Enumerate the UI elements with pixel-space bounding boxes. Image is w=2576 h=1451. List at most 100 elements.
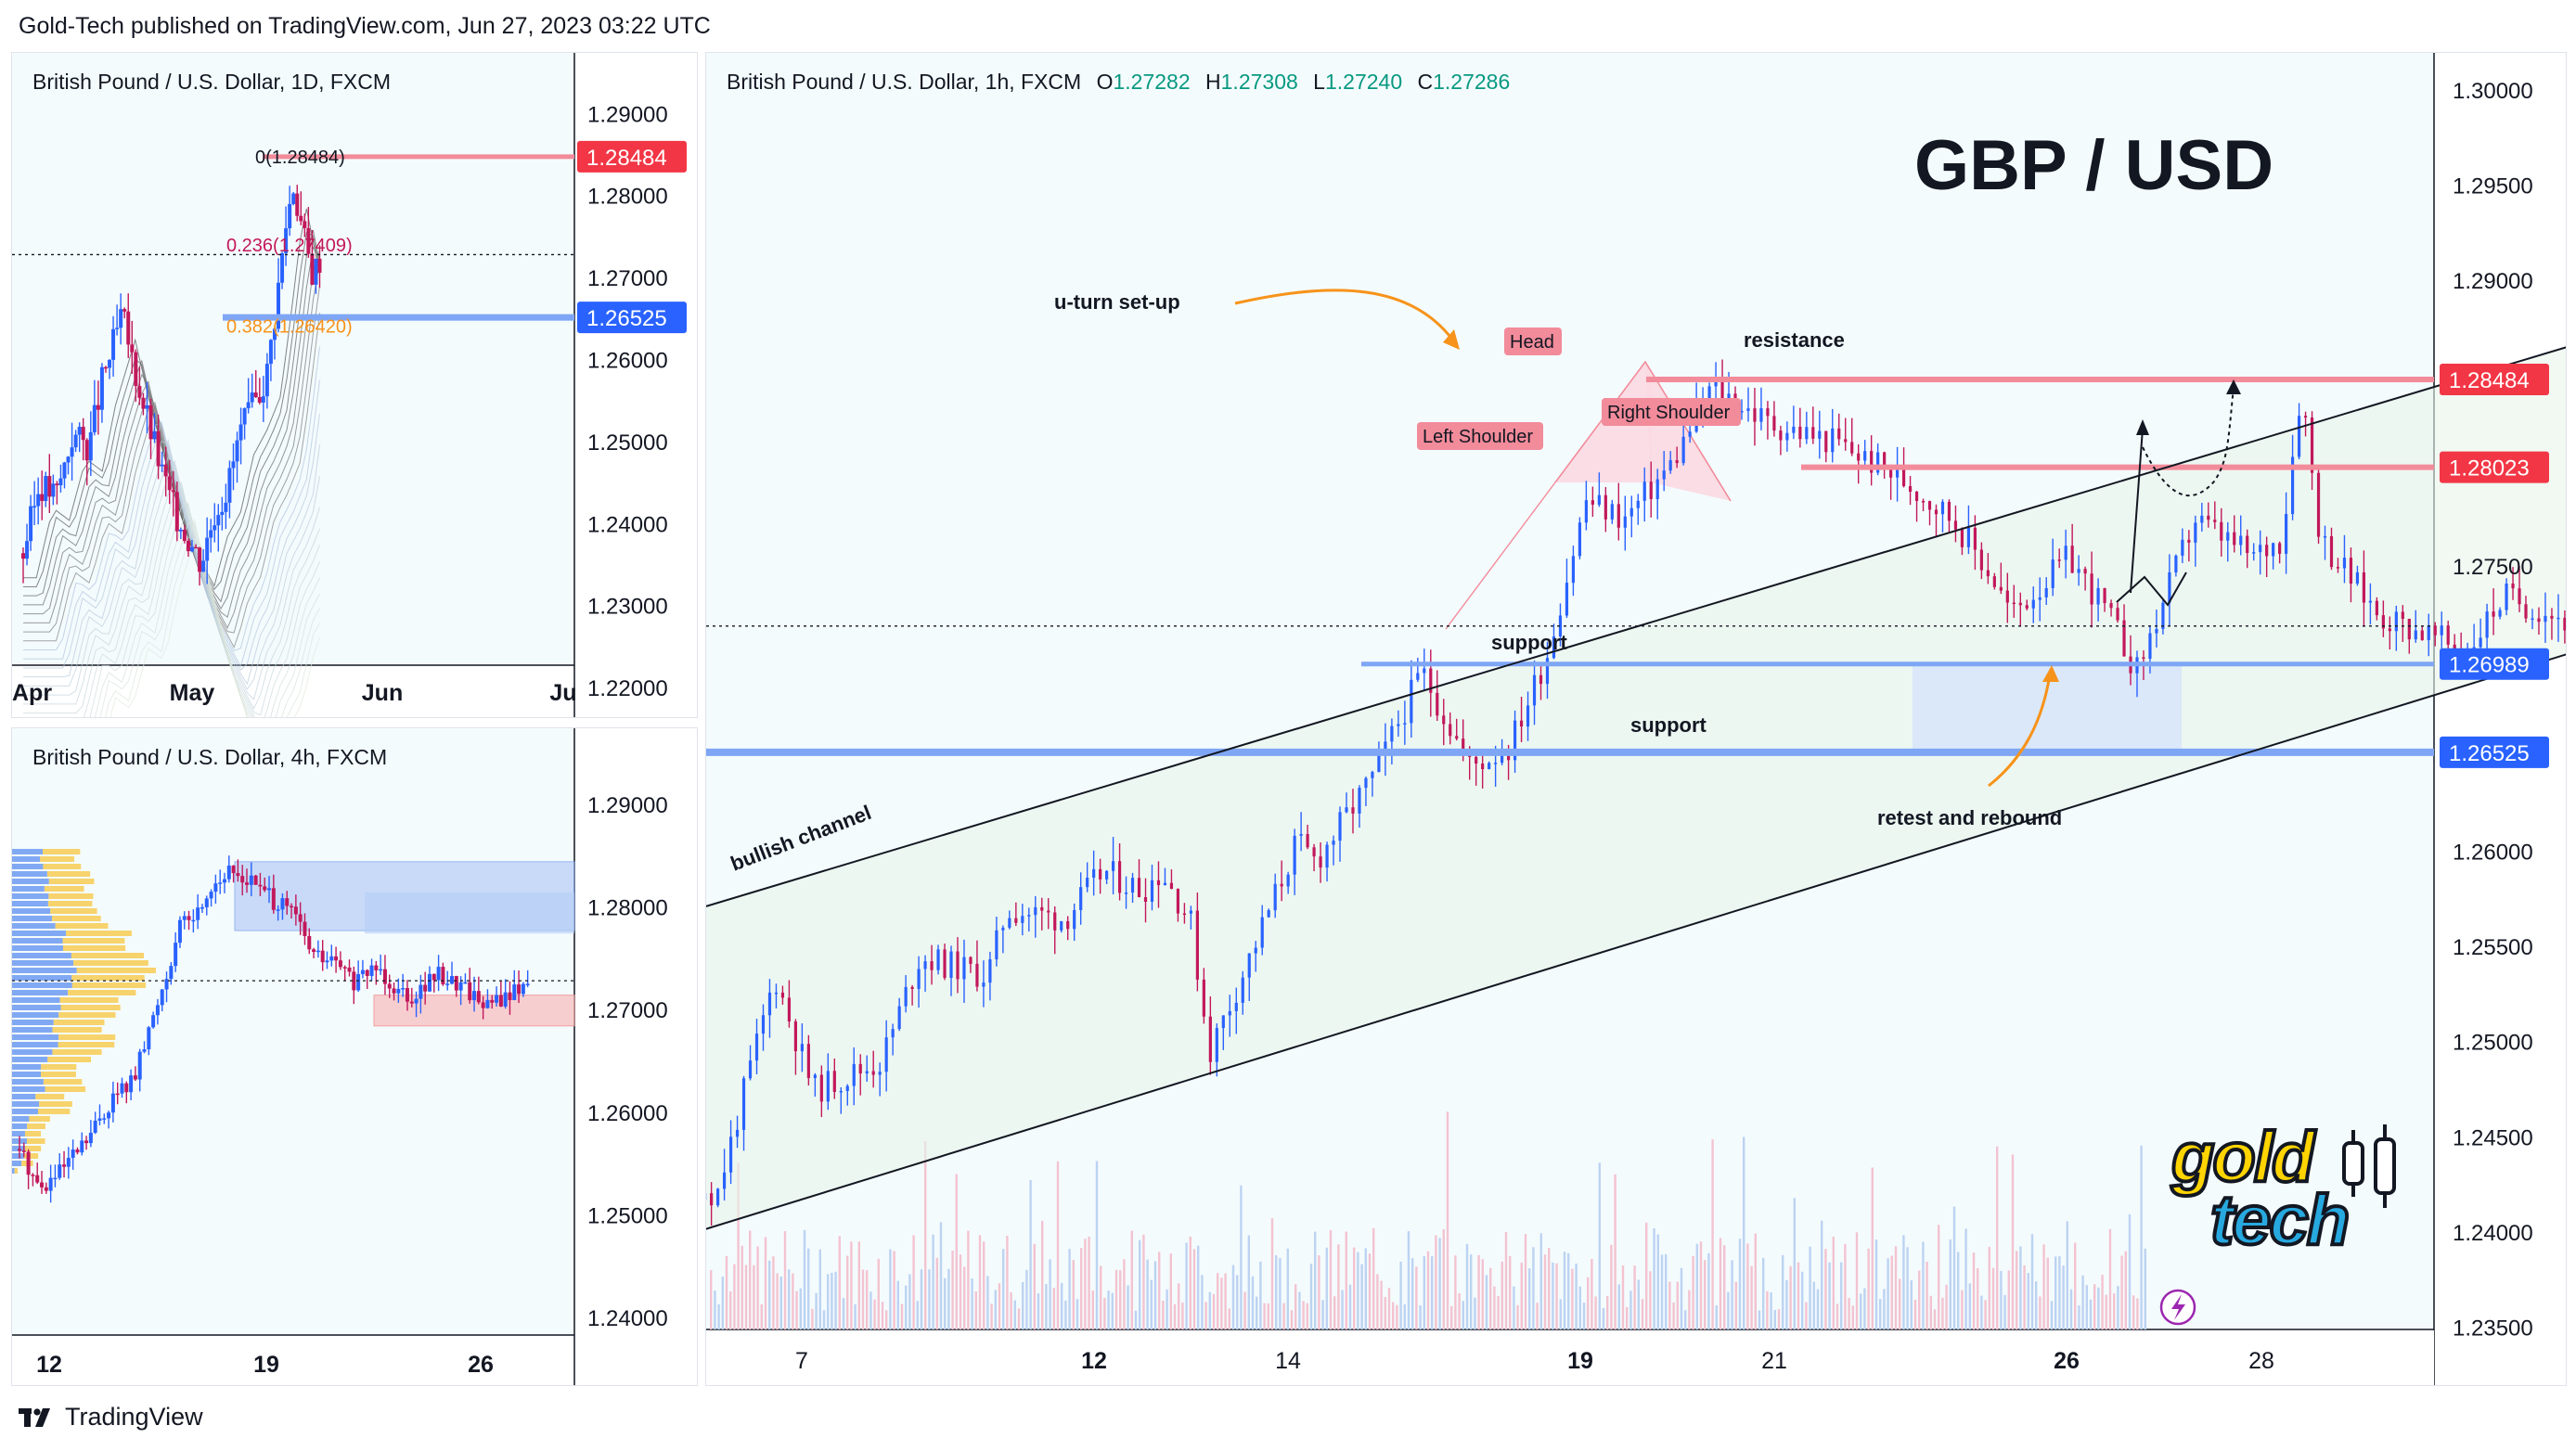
volume-bar	[912, 1235, 915, 1329]
volume-bar	[885, 1310, 888, 1329]
h4-candle	[222, 879, 226, 883]
h4-candle	[458, 982, 463, 991]
main-candle	[1506, 755, 1511, 761]
volume-bar	[1918, 1270, 1921, 1329]
volume-bar	[1263, 1303, 1266, 1329]
volume-bar	[1871, 1167, 1874, 1329]
main-candle	[2414, 630, 2417, 640]
h4-candle	[405, 987, 409, 1002]
h4-chart-panel[interactable]: 1.29000 1.28000 1.27000 1.26000 1.25000 1.240…	[11, 727, 698, 1386]
volume-bar	[1045, 1284, 1048, 1329]
main-candle	[1850, 442, 1854, 454]
main-candle	[1966, 527, 1971, 547]
main-candle	[936, 949, 940, 970]
main-candle	[1973, 527, 1977, 550]
volume-bar	[2046, 1257, 2049, 1329]
volume-bar	[1396, 1304, 1398, 1329]
main-candle	[878, 1072, 882, 1075]
volume-bar	[764, 1237, 767, 1329]
volume-bar	[1933, 1309, 1937, 1329]
volume-bar	[990, 1303, 993, 1329]
volume-bar	[827, 1274, 830, 1329]
volume-profile-bar	[12, 849, 43, 854]
volume-bar	[1364, 1248, 1367, 1329]
main-candle	[2492, 611, 2495, 617]
volume-bar	[1321, 1300, 1324, 1329]
h4-y-tick: 1.24000	[587, 1306, 668, 1331]
volume-bar	[1785, 1279, 1788, 1329]
daily-candle	[303, 221, 307, 228]
main-candle	[1578, 522, 1582, 557]
h4-candle	[182, 916, 187, 920]
volume-profile-bar	[27, 1124, 45, 1129]
h4-candle	[517, 984, 522, 995]
main-chart-panel[interactable]: u-turn set-up resistance support support ret…	[705, 52, 2567, 1386]
volume-bar	[772, 1256, 775, 1329]
daily-candle	[84, 440, 89, 461]
volume-bar	[1142, 1234, 1145, 1329]
volume-profile-bar	[55, 923, 109, 929]
daily-ma-ribbon	[23, 481, 320, 716]
volume-bar	[1474, 1297, 1476, 1329]
volume-bar	[1103, 1297, 1106, 1329]
volume-bar	[1022, 1281, 1024, 1329]
main-price-badge: 1.28484	[2449, 368, 2530, 393]
volume-bar	[1158, 1252, 1161, 1329]
daily-candle	[51, 483, 56, 497]
volume-bar	[1509, 1255, 1512, 1329]
volume-profile-bar	[12, 1168, 15, 1174]
volume-bar	[1754, 1233, 1757, 1329]
daily-ma-ribbon	[105, 518, 320, 717]
main-candle	[1798, 426, 1802, 440]
volume-bar	[1805, 1302, 1808, 1329]
volume-profile-bar	[12, 997, 60, 1003]
daily-chart-svg[interactable]: 0(1.28484) 0.236(1.27409) 0.382(1.26420) 1.…	[12, 53, 697, 717]
daily-candle	[66, 456, 71, 463]
h4-candle	[164, 979, 169, 990]
volume-bar	[2132, 1295, 2135, 1329]
volume-profile-bar	[12, 1049, 53, 1055]
volume-bar	[710, 1269, 713, 1329]
h4-candle	[508, 992, 512, 1000]
volume-bar	[838, 1236, 841, 1329]
volume-bar	[1068, 1249, 1071, 1329]
volume-bar	[869, 1291, 872, 1329]
annotation-support-2: support	[1630, 713, 1707, 737]
daily-y-tick: 1.24000	[587, 512, 668, 537]
daily-candle	[246, 402, 251, 409]
main-candle	[748, 1060, 753, 1079]
volume-bar	[1968, 1283, 1971, 1329]
volume-bar	[2081, 1275, 2084, 1329]
h4-candle	[120, 1083, 124, 1094]
h4-candle	[84, 1140, 89, 1144]
volume-bar	[1501, 1261, 1503, 1329]
volume-bar	[1727, 1291, 1730, 1329]
volume-bar	[1450, 1305, 1453, 1329]
main-candle	[1169, 882, 1174, 890]
volume-bar	[1617, 1284, 1620, 1329]
main-candle	[1143, 897, 1148, 903]
h4-candle	[293, 906, 298, 915]
main-candle	[2044, 587, 2048, 597]
volume-profile-bar	[24, 1131, 42, 1136]
main-candle	[1105, 870, 1109, 880]
volume-bar	[1789, 1265, 1792, 1329]
volume-bar	[1407, 1231, 1410, 1329]
main-time-axis-bg	[706, 1330, 2434, 1385]
daily-chart-panel[interactable]: 0(1.28484) 0.236(1.27409) 0.382(1.26420) 1.…	[11, 52, 698, 718]
close-label: C	[1417, 70, 1434, 94]
main-candle	[1163, 882, 1167, 886]
volume-profile-bar	[62, 945, 126, 951]
volume-bar	[967, 1230, 970, 1329]
volume-bar	[2007, 1270, 2010, 1329]
main-chart-svg[interactable]: u-turn set-up resistance support support ret…	[706, 53, 2566, 1385]
main-x-tick: 7	[795, 1348, 808, 1374]
volume-bar	[1633, 1265, 1636, 1329]
main-candle	[2207, 515, 2210, 520]
main-candle	[1623, 516, 1627, 528]
volume-bar	[971, 1278, 973, 1329]
h4-chart-svg[interactable]: 1.29000 1.28000 1.27000 1.26000 1.25000 1.240…	[12, 728, 697, 1385]
volume-bar	[1614, 1174, 1616, 1329]
daily-candle	[216, 515, 221, 526]
main-candle	[1681, 436, 1685, 464]
